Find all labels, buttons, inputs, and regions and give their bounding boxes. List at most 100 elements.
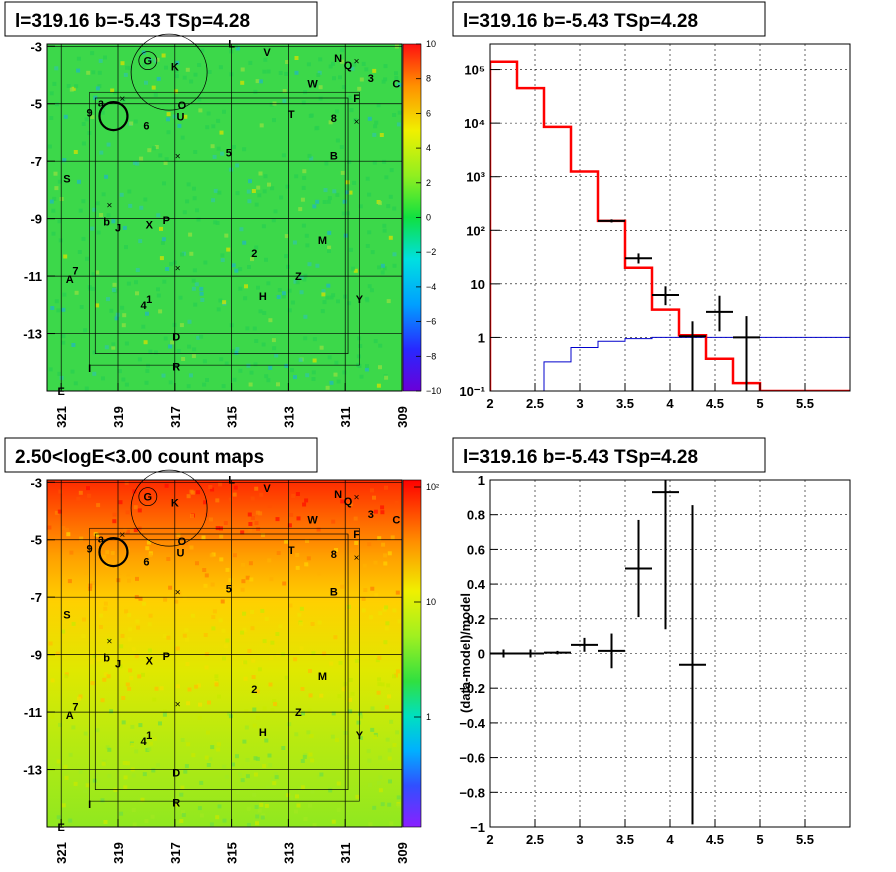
map-pixel: [305, 243, 310, 248]
map-pixel: [217, 694, 221, 699]
map-pixel: [394, 500, 399, 505]
map-pixel: [106, 142, 111, 147]
map-pixel: [294, 70, 299, 75]
map-pixel: [268, 682, 273, 687]
map-pixel: [389, 168, 394, 173]
map-pixel: [217, 804, 222, 809]
map-pixel: [316, 527, 321, 532]
spectrum-x-tick-label: 4.5: [706, 396, 724, 411]
map-pixel: [272, 118, 276, 123]
map-pixel: [168, 344, 173, 349]
map-pixel: [284, 71, 289, 76]
map-pixel: [257, 193, 262, 198]
map-pixel: [84, 117, 89, 122]
map-pixel: [158, 153, 163, 158]
map-pixel: [153, 92, 158, 97]
map-pixel: [295, 553, 300, 557]
map-pixel: [380, 802, 385, 807]
map-pixel: [340, 499, 345, 504]
source-label-I: I: [88, 799, 91, 811]
map-pixel: [58, 722, 62, 727]
map-pixel: [312, 358, 317, 363]
map-pixel: [202, 568, 207, 572]
source-label-E: E: [58, 822, 65, 834]
source-label-B: B: [330, 150, 338, 162]
map-pixel: [392, 743, 397, 747]
source-label-O: O: [178, 536, 187, 548]
map-pixel: [377, 201, 382, 206]
spectrum-x-tick-label: 2: [486, 396, 493, 411]
background-model-step-line: [543, 336, 850, 391]
map-pixel: [235, 790, 240, 795]
map-pixel: [88, 586, 93, 591]
map-y-tick-label: -7: [30, 154, 42, 169]
map-pixel: [228, 497, 233, 502]
map-pixel: [294, 56, 299, 60]
map-pixel: [238, 286, 243, 291]
map-pixel: [300, 687, 305, 691]
map-pixel: [315, 263, 320, 268]
map-pixel: [252, 326, 257, 331]
map-pixel: [331, 588, 336, 593]
map-pixel: [279, 195, 284, 200]
map-pixel: [338, 75, 342, 80]
map-pixel: [99, 213, 104, 217]
source-label-S: S: [63, 173, 70, 185]
map-pixel: [284, 539, 289, 544]
map-pixel: [365, 364, 369, 369]
map-pixel: [353, 516, 358, 521]
map-pixel: [331, 819, 336, 824]
map-pixel: [139, 205, 144, 210]
map-pixel: [82, 617, 86, 622]
map-pixel: [282, 581, 287, 586]
map-pixel: [301, 100, 306, 105]
map-pixel: [392, 608, 397, 613]
map-y-tick-label: -9: [30, 648, 42, 663]
map-pixel: [325, 295, 330, 300]
map-pixel: [105, 550, 110, 555]
source-label-Z: Z: [295, 271, 302, 283]
map-pixel: [294, 174, 299, 179]
map-pixel: [336, 807, 341, 812]
map-pixel: [387, 756, 392, 761]
colorbar-tick-label: 10: [426, 39, 436, 49]
map-pixel: [203, 500, 208, 505]
map-pixel: [358, 711, 363, 716]
map-pixel: [58, 238, 63, 243]
map-pixel: [285, 60, 290, 64]
map-pixel: [256, 527, 261, 531]
map-pixel: [181, 813, 186, 817]
map-pixel: [250, 610, 255, 614]
map-pixel: [166, 635, 171, 640]
source-label-1: 1: [146, 294, 152, 306]
map-pixel: [310, 789, 315, 794]
map-pixel: [264, 738, 269, 743]
source-label-R: R: [172, 362, 180, 374]
map-pixel: [326, 283, 331, 288]
map-pixel: [142, 772, 147, 777]
map-pixel: [364, 67, 369, 72]
map-pixel: [247, 823, 251, 827]
map-pixel: [47, 525, 52, 530]
map-pixel: [392, 206, 397, 211]
map-x-tick-label: 317: [168, 842, 183, 864]
map-pixel: [354, 541, 359, 545]
map-pixel: [350, 66, 355, 71]
map-pixel: [396, 122, 401, 127]
source-label-8: 8: [331, 113, 337, 125]
map-pixel: [81, 199, 86, 204]
map-pixel: [382, 159, 387, 164]
map-pixel: [306, 62, 311, 67]
map-x-tick-label: 319: [111, 842, 126, 864]
source-label-8: 8: [331, 549, 337, 561]
map-pixel: [352, 180, 357, 185]
map-pixel: [348, 709, 353, 714]
map-pixel: [90, 226, 95, 231]
source-g-circle: [138, 51, 158, 71]
source-label-U: U: [177, 548, 185, 560]
map-pixel: [102, 554, 107, 559]
source-label-A: A: [66, 710, 74, 722]
source-label-3: 3: [368, 73, 374, 85]
map-pixel: [222, 300, 227, 305]
map-pixel: [215, 221, 220, 225]
